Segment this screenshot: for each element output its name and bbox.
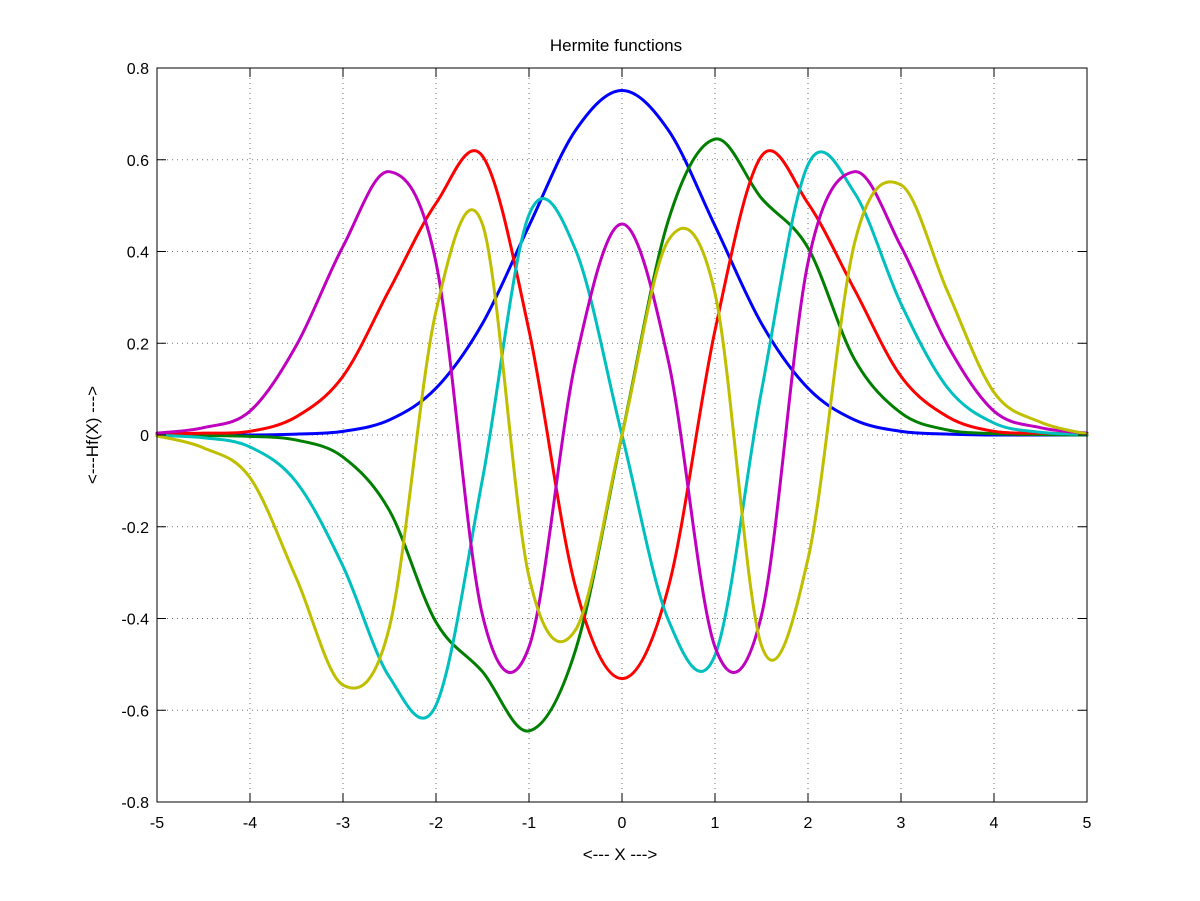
x-tick-label: 4 xyxy=(990,815,999,832)
y-axis-label: <---Hf(X) ---> xyxy=(83,386,102,484)
series-line-0 xyxy=(155,88,1089,437)
y-tick-label: 0 xyxy=(140,428,149,445)
x-tick-label: 3 xyxy=(897,815,906,832)
series-line-5 xyxy=(155,180,1089,690)
y-tick-label: -0.4 xyxy=(121,612,149,629)
x-tick-label: -4 xyxy=(243,815,257,832)
series-lines xyxy=(155,88,1089,733)
y-tick-label: -0.6 xyxy=(121,703,149,720)
x-tick-label: 2 xyxy=(804,815,813,832)
tick-labels: -5 -4 -3 -2 -1 0 1 2 3 4 5 -0.8 -0.6 -0.4 -0.2 0 0.2 0.4 0… xyxy=(121,61,1091,832)
series-line-4 xyxy=(155,170,1089,674)
chart-title: Hermite functions xyxy=(550,36,682,55)
y-tick-label: 0.6 xyxy=(127,153,149,170)
axis-ticks xyxy=(156,67,1088,803)
y-tick-label: 0.2 xyxy=(127,336,149,353)
x-tick-label: -5 xyxy=(150,815,164,832)
x-axis-label: <--- X ---> xyxy=(583,845,658,864)
series-line-2 xyxy=(155,149,1089,681)
x-tick-label: 5 xyxy=(1083,815,1092,832)
x-tick-label: -2 xyxy=(429,815,443,832)
x-tick-label: -1 xyxy=(522,815,536,832)
x-tick-label: 0 xyxy=(618,815,627,832)
y-tick-label: -0.2 xyxy=(121,520,149,537)
y-tick-label: 0.4 xyxy=(127,245,149,262)
x-tick-label: -3 xyxy=(336,815,350,832)
y-tick-label: -0.8 xyxy=(121,795,149,812)
y-tick-label: 0.8 xyxy=(127,61,149,78)
x-tick-label: 1 xyxy=(711,815,720,832)
